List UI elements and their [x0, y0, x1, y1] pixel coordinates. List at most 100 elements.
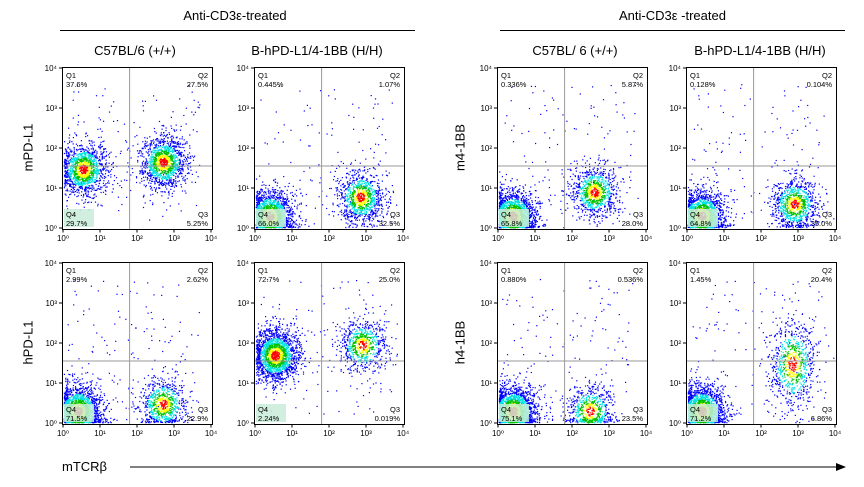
y-tick-label: 10⁰ — [45, 224, 57, 233]
y-tick-label: 10⁰ — [480, 224, 492, 233]
y-tick-label: 10¹ — [237, 184, 249, 193]
x-tick-label: 10² — [131, 429, 143, 438]
group-underline-right — [500, 30, 845, 31]
quadrant-q3-name: Q3 — [390, 210, 400, 219]
y-tick-label: 10⁰ — [480, 419, 492, 428]
q4-label-box — [688, 209, 718, 227]
column-title-3: C57BL/ 6 (+/+) — [495, 43, 655, 58]
y-tick-label: 10⁴ — [237, 259, 250, 268]
quadrant-q1-percent: 2.99% — [66, 275, 88, 284]
y-tick-label: 10² — [480, 144, 492, 153]
y-tick-label: 10⁴ — [45, 259, 58, 268]
x-tick-label: 10⁰ — [492, 234, 504, 243]
quadrant-q3-name: Q3 — [633, 405, 643, 414]
y-tick-label: 10⁰ — [237, 419, 249, 428]
quadrant-q4-name: Q4 — [258, 405, 268, 414]
q4-label-box — [256, 209, 286, 227]
quadrant-q2-name: Q2 — [633, 71, 643, 80]
y-tick-label: 10² — [45, 144, 57, 153]
x-tick-label: 10⁰ — [57, 429, 69, 438]
y-tick-label: 10³ — [45, 299, 57, 308]
x-tick-label: 10⁴ — [205, 234, 218, 243]
y-tick-label: 10³ — [480, 299, 492, 308]
y-tick-label: 10⁰ — [669, 224, 681, 233]
quadrant-q2-name: Q2 — [390, 266, 400, 275]
q4-label-box — [499, 209, 529, 227]
x-tick-label: 10⁴ — [205, 429, 218, 438]
quadrant-q2-percent: 1.07% — [379, 80, 401, 89]
x-tick-label: 10³ — [792, 429, 804, 438]
y-tick-label: 10² — [45, 339, 57, 348]
y-tick-label: 10⁴ — [480, 259, 493, 268]
x-tick-label: 10⁴ — [640, 429, 653, 438]
y-tick-label: 10³ — [45, 104, 57, 113]
x-tick-label: 10³ — [168, 429, 180, 438]
y-tick-label: 10¹ — [480, 379, 492, 388]
quadrant-q3-name: Q3 — [822, 210, 832, 219]
x-tick-label: 10⁴ — [640, 234, 653, 243]
row-label-mpdl1: mPD-L1 — [21, 108, 36, 188]
y-tick-label: 10³ — [669, 299, 681, 308]
x-tick-label: 10¹ — [286, 429, 298, 438]
quadrant-q1-name: Q1 — [501, 71, 511, 80]
plot-frame — [254, 67, 405, 230]
quadrant-q3-percent: 28.0% — [622, 219, 644, 228]
quadrant-q2-name: Q2 — [390, 71, 400, 80]
quadrant-q4-name: Q4 — [501, 405, 511, 414]
quadrant-q3-percent: 22.9% — [187, 414, 209, 423]
x-tick-label: 10⁰ — [681, 429, 693, 438]
quadrant-q2-percent: 2.62% — [187, 275, 209, 284]
x-tick-label: 10¹ — [286, 234, 298, 243]
quadrant-q1-percent: 72.7% — [258, 275, 280, 284]
quadrant-q4-name: Q4 — [501, 210, 511, 219]
x-tick-label: 10³ — [603, 234, 615, 243]
y-tick-label: 10³ — [669, 104, 681, 113]
y-tick-label: 10² — [480, 339, 492, 348]
x-tick-label: 10¹ — [94, 234, 106, 243]
x-tick-label: 10³ — [360, 429, 372, 438]
quadrant-q2-name: Q2 — [822, 71, 832, 80]
y-tick-label: 10⁴ — [480, 64, 493, 73]
quadrant-q2-name: Q2 — [198, 266, 208, 275]
q4-label-box — [499, 404, 529, 422]
x-tick-label: 10⁰ — [249, 429, 261, 438]
x-tick-label: 10⁰ — [492, 429, 504, 438]
y-tick-label: 10⁰ — [669, 419, 681, 428]
x-tick-label: 10⁰ — [681, 234, 693, 243]
quadrant-q1-percent: 1.45% — [690, 275, 712, 284]
row-label-hpdl1: hPD-L1 — [21, 303, 36, 383]
group-underline-left — [60, 30, 415, 31]
quadrant-q4-percent: 64.8% — [690, 219, 712, 228]
quadrant-q1-percent: 0.336% — [501, 80, 527, 89]
x-tick-label: 10¹ — [94, 429, 106, 438]
quadrant-q3-percent: 35.0% — [811, 219, 833, 228]
x-tick-label: 10² — [323, 234, 335, 243]
quadrant-q2-percent: 25.0% — [379, 275, 401, 284]
column-title-1: C57BL/6 (+/+) — [60, 43, 210, 58]
quadrant-q3-percent: 32.5% — [379, 219, 401, 228]
x-tick-label: 10² — [131, 234, 143, 243]
y-tick-label: 10² — [669, 144, 681, 153]
quadrant-q3-percent: 0.019% — [375, 414, 401, 423]
quadrant-q1-name: Q1 — [258, 266, 268, 275]
quadrant-q4-name: Q4 — [690, 210, 700, 219]
column-title-4: B-hPD-L1/4-1BB (H/H) — [665, 43, 855, 58]
quadrant-q4-percent: 75.1% — [501, 414, 523, 423]
quadrant-q4-percent: 71.5% — [66, 414, 88, 423]
quadrant-q4-percent: 66.0% — [258, 219, 280, 228]
quadrant-q4-name: Q4 — [66, 210, 76, 219]
quadrant-q4-name: Q4 — [66, 405, 76, 414]
row-label-m41bb: m4-1BB — [453, 108, 468, 188]
q4-label-box — [688, 404, 718, 422]
quadrant-q2-percent: 5.87% — [622, 80, 644, 89]
y-tick-label: 10⁰ — [45, 419, 57, 428]
x-tick-label: 10¹ — [529, 234, 541, 243]
y-tick-label: 10³ — [237, 104, 249, 113]
y-tick-label: 10⁴ — [237, 64, 250, 73]
